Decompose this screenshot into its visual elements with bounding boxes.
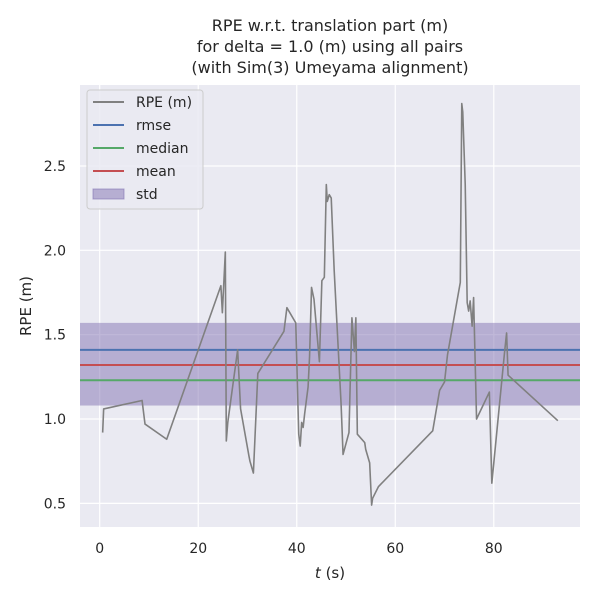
- x-tick-label: 40: [288, 541, 306, 557]
- x-axis-label-var: t: [315, 564, 322, 582]
- y-tick-label: 1.0: [44, 412, 66, 428]
- x-tick-label: 80: [485, 541, 503, 557]
- legend-swatch: [92, 188, 125, 200]
- series-layer: [101, 102, 559, 506]
- x-axis-label: t (s): [315, 564, 345, 582]
- x-tick-labels: 0 20 40 60 80: [95, 541, 502, 557]
- legend-label: std: [136, 187, 158, 203]
- chart-title-line-2: for delta = 1.0 (m) using all pairs: [197, 37, 463, 56]
- rpe-series-line: [101, 102, 559, 506]
- y-tick-label: 1.5: [44, 328, 66, 344]
- chart-title-line-1: RPE w.r.t. translation part (m): [212, 16, 448, 35]
- y-tick-label: 2.5: [44, 159, 66, 175]
- y-tick-label: 2.0: [44, 243, 66, 259]
- chart-title: RPE w.r.t. translation part (m) for delt…: [191, 16, 468, 77]
- x-tick-label: 20: [189, 541, 207, 557]
- chart-title-line-3: (with Sim(3) Umeyama alignment): [191, 58, 468, 77]
- y-axis-label: RPE (m): [17, 276, 35, 336]
- legend-label: rmse: [136, 118, 171, 134]
- statistic-lines: [80, 348, 580, 382]
- legend-label: median: [136, 141, 188, 157]
- x-tick-label: 0: [95, 541, 104, 557]
- legend: RPE (m) rmse median mean std: [86, 89, 204, 210]
- legend-frame: [86, 89, 204, 210]
- x-axis-label-unit: (s): [321, 564, 345, 582]
- y-tick-labels: 0.5 1.0 1.5 2.0 2.5: [44, 159, 66, 512]
- y-tick-label: 0.5: [44, 496, 66, 512]
- legend-label: RPE (m): [136, 95, 192, 111]
- x-tick-label: 60: [386, 541, 404, 557]
- legend-label: mean: [136, 164, 176, 180]
